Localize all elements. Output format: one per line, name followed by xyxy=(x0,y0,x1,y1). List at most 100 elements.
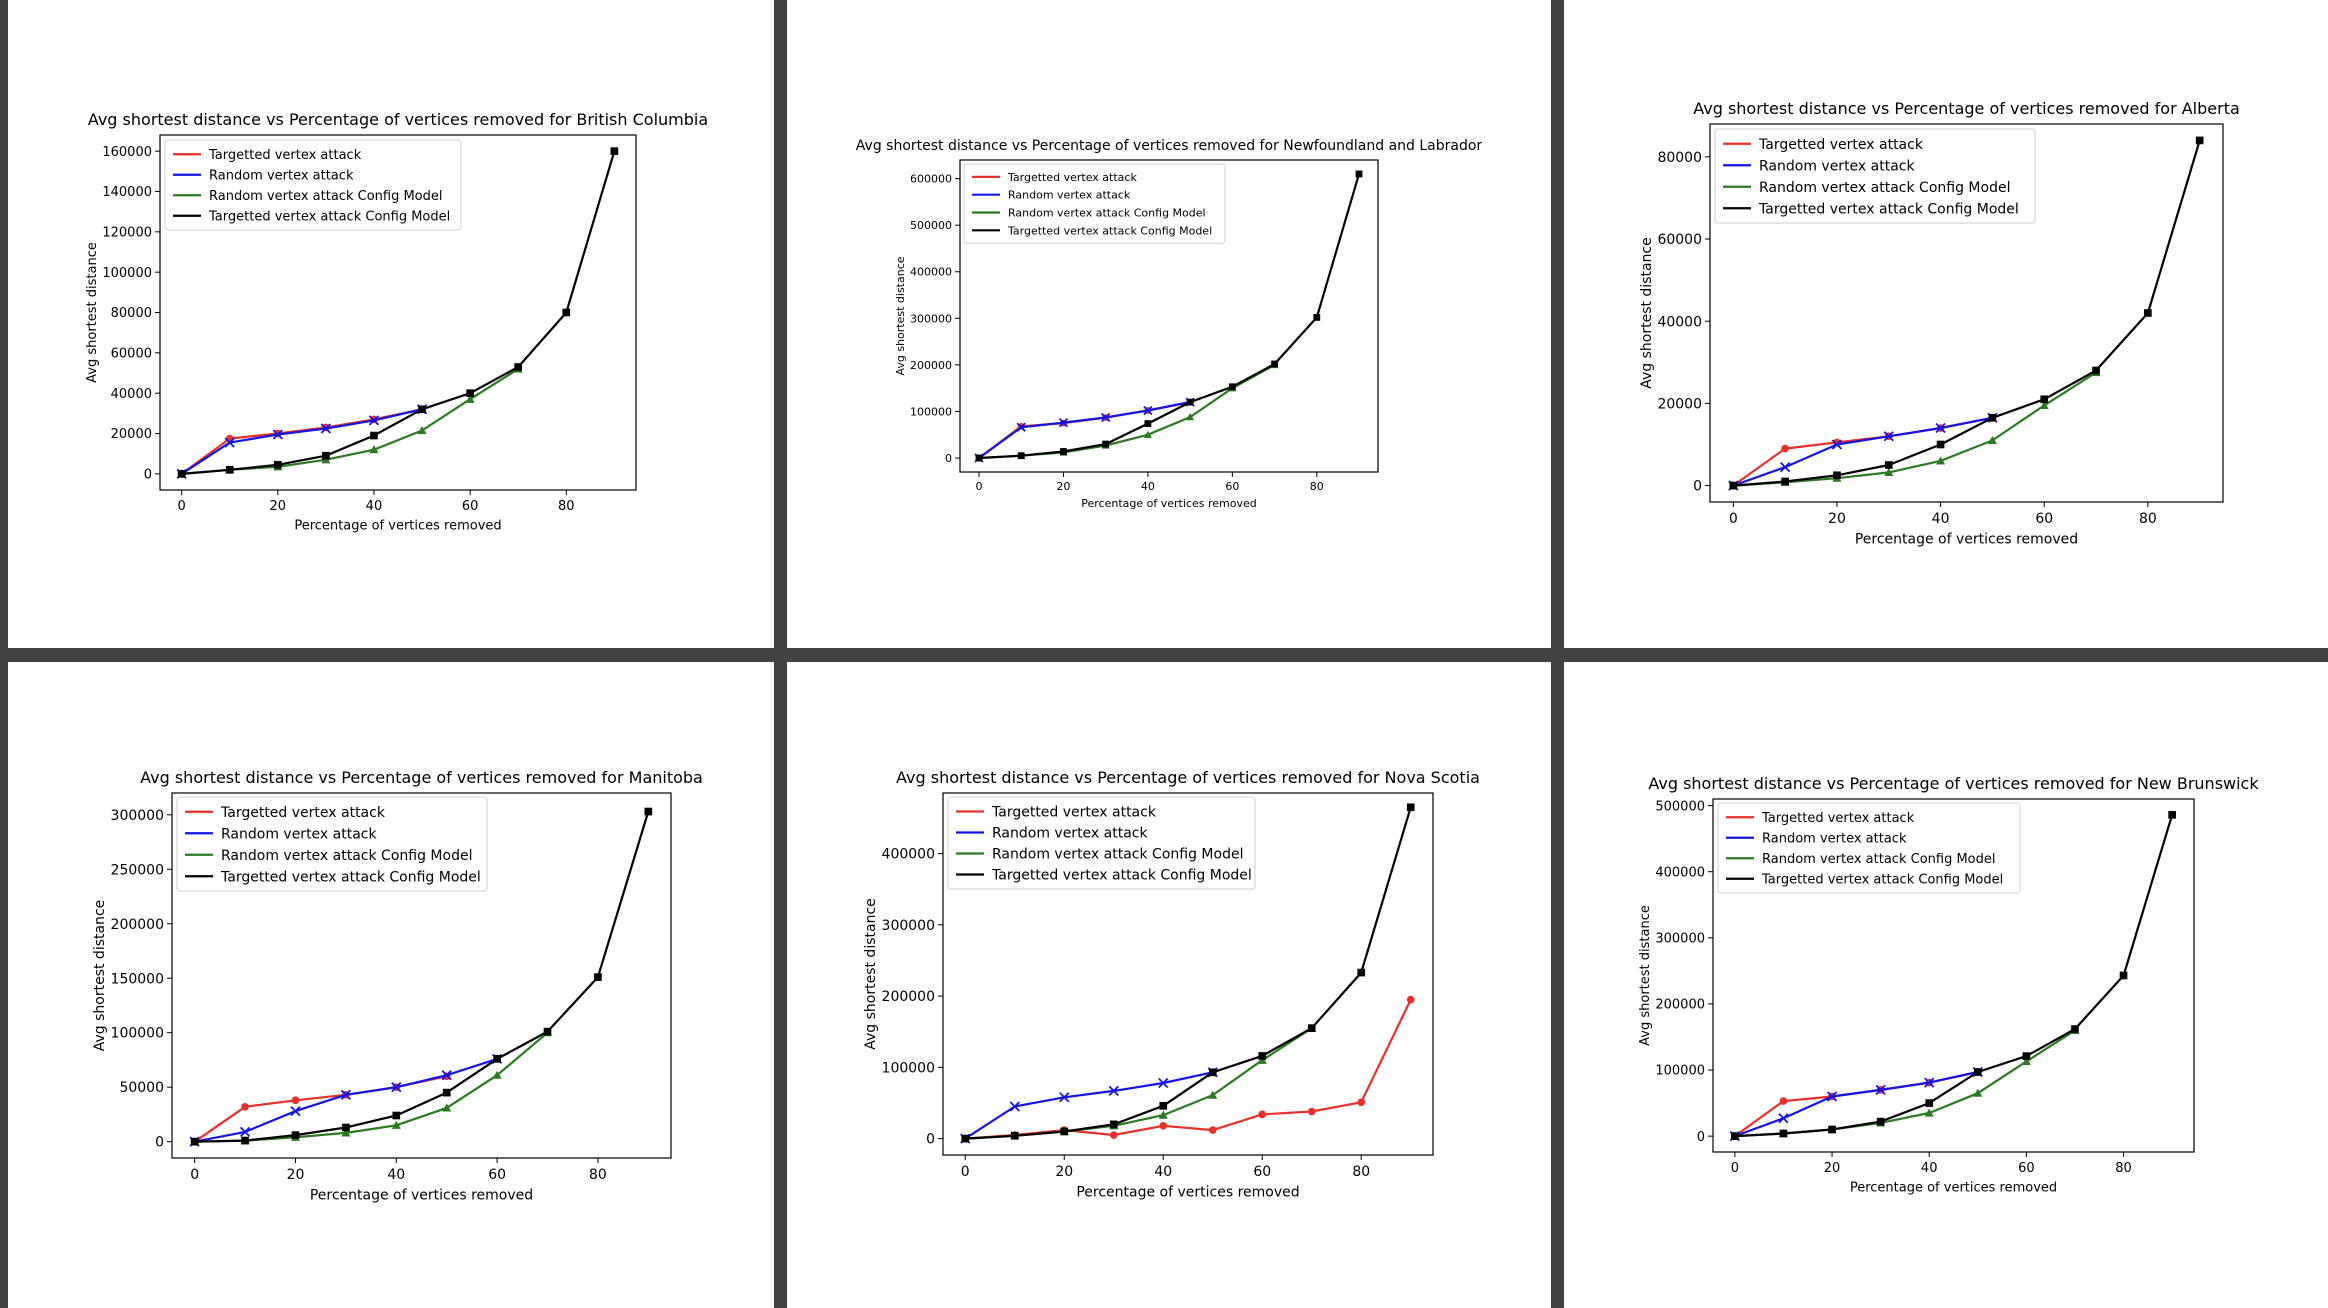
data-point xyxy=(1102,440,1110,448)
data-point xyxy=(291,1096,300,1105)
line-chart: Avg shortest distance vs Percentage of v… xyxy=(856,138,1483,510)
data-point xyxy=(514,363,523,371)
y-tick-label: 0 xyxy=(155,1135,164,1151)
x-axis-label: Percentage of vertices removed xyxy=(1850,1180,2057,1195)
data-point xyxy=(1257,1055,1267,1064)
data-point xyxy=(442,1103,452,1112)
y-axis-label: Avg shortest distance xyxy=(1638,905,1653,1046)
data-point xyxy=(1778,1113,1789,1124)
data-point xyxy=(1731,1132,1739,1140)
x-tick-label: 60 xyxy=(1253,1164,1271,1180)
data-point xyxy=(1159,1102,1168,1110)
data-point xyxy=(1143,405,1153,416)
y-tick-label: 200000 xyxy=(882,989,935,1005)
data-point xyxy=(1883,431,1894,442)
legend-label: Random vertex attack Config Model xyxy=(221,848,472,864)
series-3 xyxy=(1728,368,2101,490)
line-chart: Avg shortest distance vs Percentage of v… xyxy=(1639,99,2240,547)
legend-label: Random vertex attack xyxy=(992,826,1148,842)
data-point xyxy=(417,425,427,435)
data-point xyxy=(1158,1110,1168,1119)
data-point xyxy=(1973,1068,1982,1076)
data-point xyxy=(1833,471,1841,480)
series-line xyxy=(1732,416,1993,487)
legend-box xyxy=(1714,128,2036,224)
data-point xyxy=(1058,418,1069,428)
data-point xyxy=(441,1070,452,1081)
data-point xyxy=(1059,1092,1070,1103)
x-tick-label: 20 xyxy=(1055,1164,1073,1180)
series-line xyxy=(965,1027,1313,1140)
data-point xyxy=(1936,456,1946,465)
data-point xyxy=(2195,136,2204,145)
x-tick-label: 0 xyxy=(1729,511,1738,527)
series-3 xyxy=(975,360,1279,462)
data-point xyxy=(466,389,474,398)
x-tick-label: 20 xyxy=(1824,1161,1841,1176)
data-point xyxy=(418,405,426,414)
y-axis-label: Avg shortest distance xyxy=(863,898,879,1050)
data-point xyxy=(1158,1077,1169,1089)
data-point xyxy=(1109,1120,1118,1129)
y-tick-label: 20000 xyxy=(1657,396,1702,412)
data-point xyxy=(1060,1127,1069,1136)
data-point xyxy=(1781,444,1789,453)
data-point xyxy=(2144,309,2152,317)
series-line xyxy=(181,408,423,475)
data-point xyxy=(1271,360,1278,368)
y-tick-label: 100000 xyxy=(1655,1064,1705,1079)
legend-label: Targetted vertex attack Config Model xyxy=(1761,872,2003,887)
data-point xyxy=(1208,1068,1217,1077)
x-tick-label: 40 xyxy=(366,499,383,514)
x-tick-label: 0 xyxy=(1731,1161,1739,1176)
data-point xyxy=(272,429,283,440)
series-line xyxy=(1733,140,2201,487)
series-line xyxy=(978,173,1361,460)
y-tick-label: 80000 xyxy=(111,306,152,321)
plot-frame xyxy=(171,792,672,1159)
x-tick-label: 80 xyxy=(589,1167,607,1183)
data-point xyxy=(342,1123,350,1132)
series-line xyxy=(965,806,1412,1140)
series-3 xyxy=(190,1028,553,1146)
data-point xyxy=(322,451,330,460)
y-tick-label: 400000 xyxy=(910,266,952,279)
data-point xyxy=(273,460,282,469)
data-point xyxy=(2022,1052,2031,1060)
y-axis-label: Avg shortest distance xyxy=(92,900,108,1052)
legend-label: Targetted vertex attack xyxy=(208,148,362,163)
data-point xyxy=(1987,435,1997,444)
y-tick-label: 200000 xyxy=(1655,998,1705,1013)
data-point xyxy=(1924,1077,1935,1088)
x-tick-label: 60 xyxy=(462,499,479,514)
line-chart: Avg shortest distance vs Percentage of v… xyxy=(863,768,1480,1200)
x-axis-label: Percentage of vertices removed xyxy=(294,518,501,533)
series-3 xyxy=(960,1023,1317,1143)
data-point xyxy=(1828,1125,1836,1134)
legend-label: Targetted vertex attack Config Model xyxy=(991,868,1252,884)
x-axis-label: Percentage of vertices removed xyxy=(310,1187,533,1203)
y-tick-label: 100000 xyxy=(102,266,152,281)
series-1 xyxy=(961,995,1415,1143)
x-tick-label: 20 xyxy=(287,1167,305,1183)
legend-label: Targetted vertex attack xyxy=(220,805,386,821)
plot-frame xyxy=(1712,798,2195,1153)
y-tick-label: 0 xyxy=(945,452,952,465)
data-point xyxy=(290,1106,301,1117)
y-tick-label: 60000 xyxy=(1657,232,1702,248)
x-tick-label: 80 xyxy=(558,499,575,514)
data-point xyxy=(1875,1084,1886,1095)
series-3 xyxy=(177,364,523,478)
data-point xyxy=(1208,1090,1218,1099)
y-tick-label: 400000 xyxy=(1655,865,1705,880)
x-tick-label: 60 xyxy=(1225,480,1239,493)
series-2 xyxy=(1728,412,1998,491)
chart-title: Avg shortest distance vs Percentage of v… xyxy=(856,138,1483,154)
data-point xyxy=(442,1088,451,1097)
data-point xyxy=(391,1082,402,1093)
series-line xyxy=(194,1031,549,1143)
x-tick-label: 80 xyxy=(1310,480,1324,493)
chart-title: Avg shortest distance vs Percentage of v… xyxy=(88,110,708,129)
data-point xyxy=(562,308,571,317)
